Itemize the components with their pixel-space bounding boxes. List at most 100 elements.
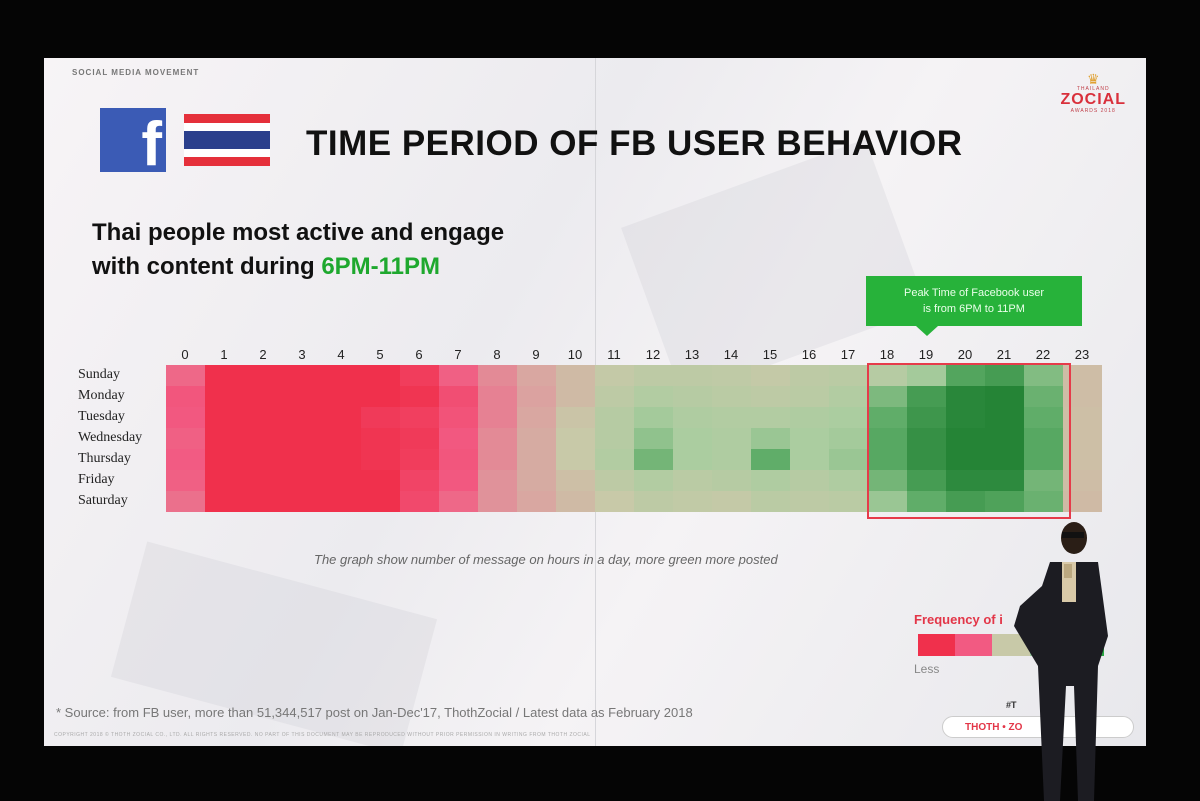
hour-label: 21	[996, 347, 1012, 362]
heatmap-cell	[556, 470, 595, 491]
heatmap-cell	[751, 407, 790, 428]
day-label: Saturday	[78, 493, 128, 508]
callout-pointer	[916, 326, 938, 336]
heatmap-cell	[790, 407, 829, 428]
heatmap-cell	[166, 365, 205, 386]
heatmap-cell	[985, 491, 1024, 512]
heatmap-cell	[868, 407, 907, 428]
heatmap-cell	[283, 365, 322, 386]
heatmap-cell	[907, 365, 946, 386]
heatmap-cell	[322, 365, 361, 386]
heatmap-cell	[751, 386, 790, 407]
heatmap-cell	[205, 386, 244, 407]
heatmap-cell	[439, 365, 478, 386]
heatmap-cell	[205, 449, 244, 470]
heatmap-cell	[439, 491, 478, 512]
heatmap-cell	[985, 407, 1024, 428]
heatmap-cell	[751, 428, 790, 449]
zocial-awards-logo: ♛ THAILAND ZOCIAL AWARDS 2018	[1060, 72, 1126, 114]
heatmap-cell	[283, 491, 322, 512]
heatmap-cell	[205, 407, 244, 428]
heatmap-cell	[400, 449, 439, 470]
heatmap-cell	[1063, 407, 1102, 428]
hour-label: 22	[1035, 347, 1051, 362]
legend-swatch	[992, 634, 1030, 656]
heatmap-cell	[556, 491, 595, 512]
heatmap-cell	[556, 428, 595, 449]
copyright-line: COPYRIGHT 2018 © THOTH ZOCIAL CO., LTD. …	[54, 732, 591, 738]
heatmap-cell	[283, 428, 322, 449]
hour-label: 20	[957, 347, 973, 362]
heatmap-cell	[244, 386, 283, 407]
callout-line2: is from 6PM to 11PM	[923, 303, 1025, 315]
heatmap-cell	[712, 491, 751, 512]
slide-title: TIME PERIOD OF FB USER BEHAVIOR	[306, 124, 963, 163]
heatmap-cell	[673, 449, 712, 470]
heatmap-cell	[1063, 365, 1102, 386]
heatmap-cell	[829, 428, 868, 449]
heatmap-cell	[907, 407, 946, 428]
heatmap-cell	[751, 449, 790, 470]
heatmap-cell	[322, 470, 361, 491]
heatmap-cell	[556, 407, 595, 428]
slide-kicker: SOCIAL MEDIA MOVEMENT	[72, 68, 200, 77]
heatmap-cell	[634, 386, 673, 407]
heatmap-cell	[478, 491, 517, 512]
hour-label: 6	[415, 347, 423, 362]
heatmap-cell	[400, 407, 439, 428]
legend-swatch	[918, 634, 956, 656]
heatmap-cell	[166, 386, 205, 407]
headline: Thai people most active and engage with …	[92, 216, 504, 284]
heatmap-cell	[517, 491, 556, 512]
heatmap-cell	[985, 386, 1024, 407]
heatmap-cell	[1024, 407, 1063, 428]
heatmap-cell	[400, 365, 439, 386]
heatmap-cell	[907, 428, 946, 449]
heatmap-cell	[166, 407, 205, 428]
heatmap-cell	[673, 386, 712, 407]
heatmap-cell	[634, 365, 673, 386]
heatmap-cell	[556, 386, 595, 407]
heatmap-cell	[985, 365, 1024, 386]
hour-label: 15	[762, 347, 778, 362]
day-label: Friday	[78, 472, 115, 487]
heatmap-cell	[946, 386, 985, 407]
heatmap-cell	[829, 449, 868, 470]
heatmap-cell	[361, 365, 400, 386]
heatmap-cell	[478, 407, 517, 428]
heatmap-cell	[712, 428, 751, 449]
heatmap-cell	[478, 428, 517, 449]
heatmap-cell	[166, 428, 205, 449]
heatmap-cell	[673, 428, 712, 449]
hour-label: 2	[259, 347, 267, 362]
source-note: * Source: from FB user, more than 51,344…	[56, 705, 693, 720]
heatmap-cell	[1024, 428, 1063, 449]
heatmap-cell	[985, 449, 1024, 470]
heatmap-cell	[790, 365, 829, 386]
heatmap-cell	[517, 386, 556, 407]
heatmap-cell	[400, 470, 439, 491]
brand-pill-text: THOTH • ZO	[965, 722, 1023, 733]
heatmap-cell	[595, 449, 634, 470]
heatmap-cell	[166, 449, 205, 470]
heatmap-cell	[244, 428, 283, 449]
heatmap-cell	[478, 449, 517, 470]
heatmap-cell	[673, 407, 712, 428]
heatmap-cell	[361, 428, 400, 449]
callout-line1: Peak Time of Facebook user	[903, 287, 1044, 299]
heatmap-cell	[946, 491, 985, 512]
heatmap-cell	[1024, 449, 1063, 470]
heatmap-cell	[790, 449, 829, 470]
award-small-top: THAILAND	[1076, 86, 1110, 92]
heatmap-cell	[517, 470, 556, 491]
heatmap-cell	[907, 470, 946, 491]
heatmap-cell	[1024, 386, 1063, 407]
heatmap-cell	[1063, 470, 1102, 491]
heatmap-cell	[244, 491, 283, 512]
award-small-bottom: AWARDS 2018	[1070, 108, 1116, 114]
hour-label: 9	[532, 347, 540, 362]
hour-label: 11	[607, 347, 621, 362]
heatmap-cell	[673, 491, 712, 512]
heatmap-cell	[907, 491, 946, 512]
hour-axis: 0 1 2 3 4 5 6 7 8 9 10 11 12 13 14 15 16 17 18 19 20 21 22 23	[44, 347, 1146, 367]
